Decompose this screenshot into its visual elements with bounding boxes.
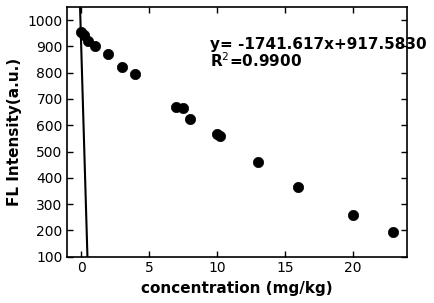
Y-axis label: FL Intensity(a.u.): FL Intensity(a.u.): [7, 58, 22, 206]
Point: [294, 185, 301, 189]
Point: [389, 229, 396, 234]
Point: [349, 212, 355, 217]
X-axis label: concentration (mg/kg): concentration (mg/kg): [141, 281, 332, 296]
Point: [91, 44, 98, 49]
Point: [172, 105, 179, 109]
Point: [80, 32, 87, 37]
Point: [132, 72, 138, 76]
Point: [105, 52, 112, 57]
Point: [77, 29, 84, 34]
Point: [213, 132, 220, 137]
Point: [179, 106, 186, 111]
Point: [216, 133, 223, 138]
Point: [118, 65, 125, 70]
Point: [84, 39, 91, 44]
Text: R$^2$=0.9900: R$^2$=0.9900: [210, 52, 301, 70]
Point: [186, 116, 193, 121]
Text: y= -1741.617x+917.5830: y= -1741.617x+917.5830: [210, 37, 426, 52]
Point: [253, 160, 260, 165]
